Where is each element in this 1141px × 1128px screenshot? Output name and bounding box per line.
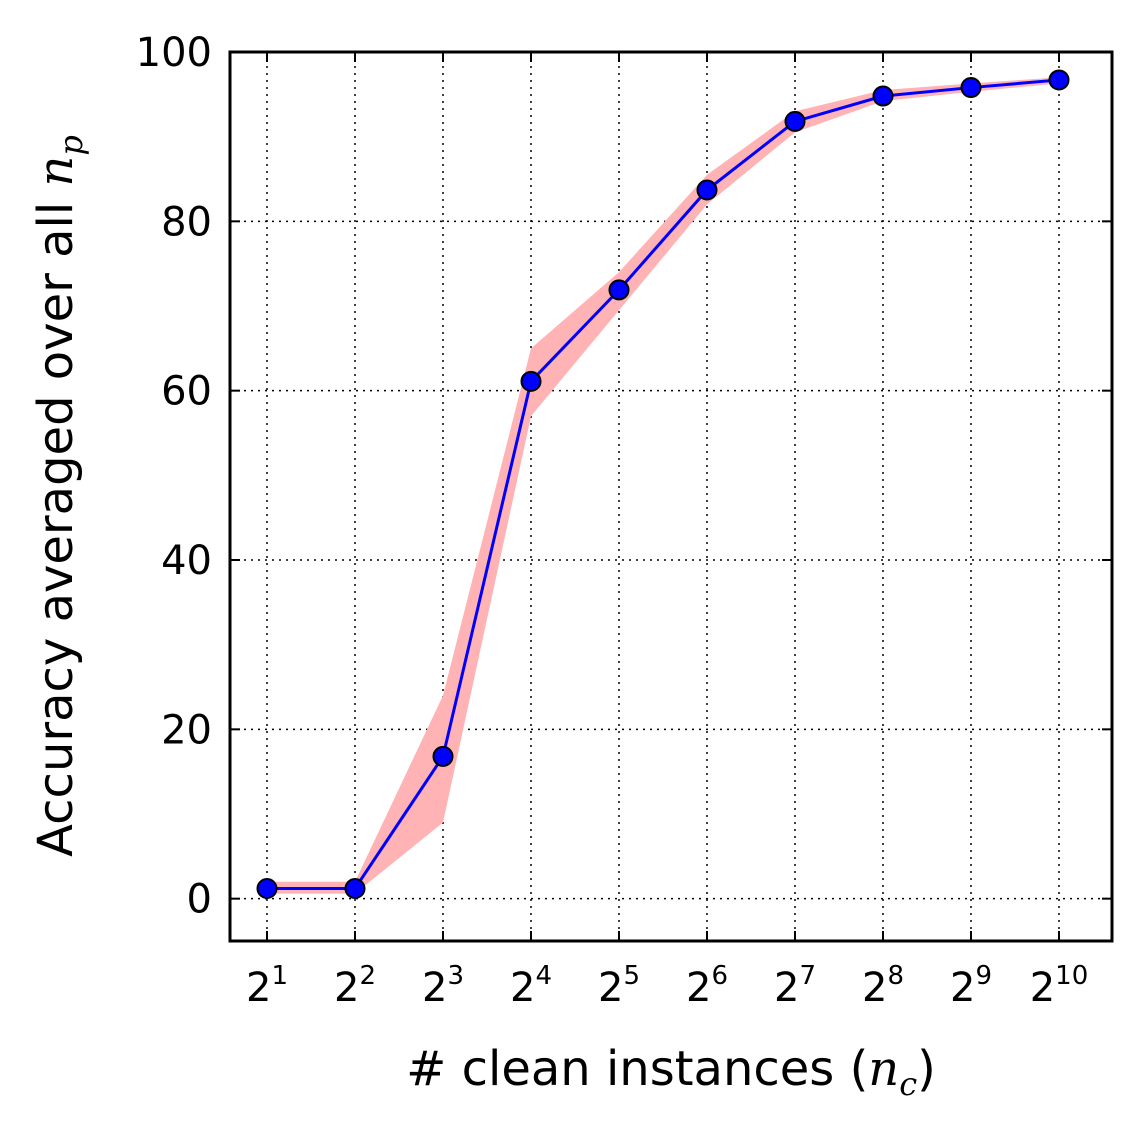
x-axis-label: # clean instances (nc) [406, 1041, 936, 1103]
x-tick-exponent: 9 [975, 961, 992, 991]
x-tick-label: 25 [598, 961, 640, 1011]
x-tick-label: 28 [862, 961, 904, 1011]
x-tick-base: 2 [1030, 965, 1055, 1011]
x-tick-base: 2 [422, 965, 447, 1011]
y-tick-label: 80 [161, 199, 212, 245]
series-band [267, 77, 1059, 894]
x-tick-exponent: 7 [799, 961, 816, 991]
y-tick-labels: 0 20 40 60 80 100 [136, 30, 212, 923]
data-point [960, 77, 982, 99]
data-point [872, 85, 894, 107]
y-axis-label: Accuracy averaged over all np [28, 135, 90, 857]
x-tick-base: 2 [510, 965, 535, 1011]
data-point [696, 179, 718, 201]
data-point [608, 279, 630, 301]
x-tick-base: 2 [774, 965, 799, 1011]
x-tick-label: 210 [1030, 961, 1089, 1011]
data-point [520, 370, 542, 392]
data-point [784, 110, 806, 132]
y-tick-label: 100 [136, 30, 212, 76]
x-tick-label: 26 [686, 961, 728, 1011]
x-tick-labels: 21 22 23 24 25 26 27 28 29 210 [246, 961, 1088, 1011]
x-tick-exponent: 2 [359, 961, 376, 991]
x-tick-base: 2 [598, 965, 623, 1011]
y-tick-label: 20 [161, 707, 212, 753]
x-tick-label: 21 [246, 961, 288, 1011]
x-tick-exponent: 10 [1055, 961, 1088, 991]
data-point [256, 878, 278, 900]
x-tick-exponent: 1 [271, 961, 288, 991]
x-tick-exponent: 6 [711, 961, 728, 991]
x-tick-label: 29 [950, 961, 992, 1011]
x-tick-exponent: 4 [535, 961, 552, 991]
x-tick-label: 24 [510, 961, 552, 1011]
x-tick-base: 2 [686, 965, 711, 1011]
plot-frame [228, 50, 1114, 943]
x-tick-exponent: 3 [447, 961, 464, 991]
x-tick-base: 2 [950, 965, 975, 1011]
data-points [256, 69, 1070, 900]
x-tick-exponent: 8 [887, 961, 904, 991]
x-tick-base: 2 [334, 965, 359, 1011]
series-line-group [267, 78, 1060, 891]
data-point [1048, 69, 1070, 91]
data-point [344, 878, 366, 900]
y-tick-label: 60 [161, 369, 212, 415]
data-point [432, 745, 454, 767]
x-tick-label: 22 [334, 961, 376, 1011]
x-tick-label: 27 [774, 961, 816, 1011]
x-tick-base: 2 [862, 965, 887, 1011]
x-tick-label: 23 [422, 961, 464, 1011]
y-tick-label: 0 [187, 877, 212, 923]
x-tick-exponent: 5 [623, 961, 640, 991]
x-tick-base: 2 [246, 965, 271, 1011]
y-tick-label: 40 [161, 538, 212, 584]
grid-lines [230, 51, 1112, 941]
confidence-band [267, 77, 1059, 894]
series-line [267, 78, 1060, 891]
axis-ticks [230, 51, 1112, 941]
